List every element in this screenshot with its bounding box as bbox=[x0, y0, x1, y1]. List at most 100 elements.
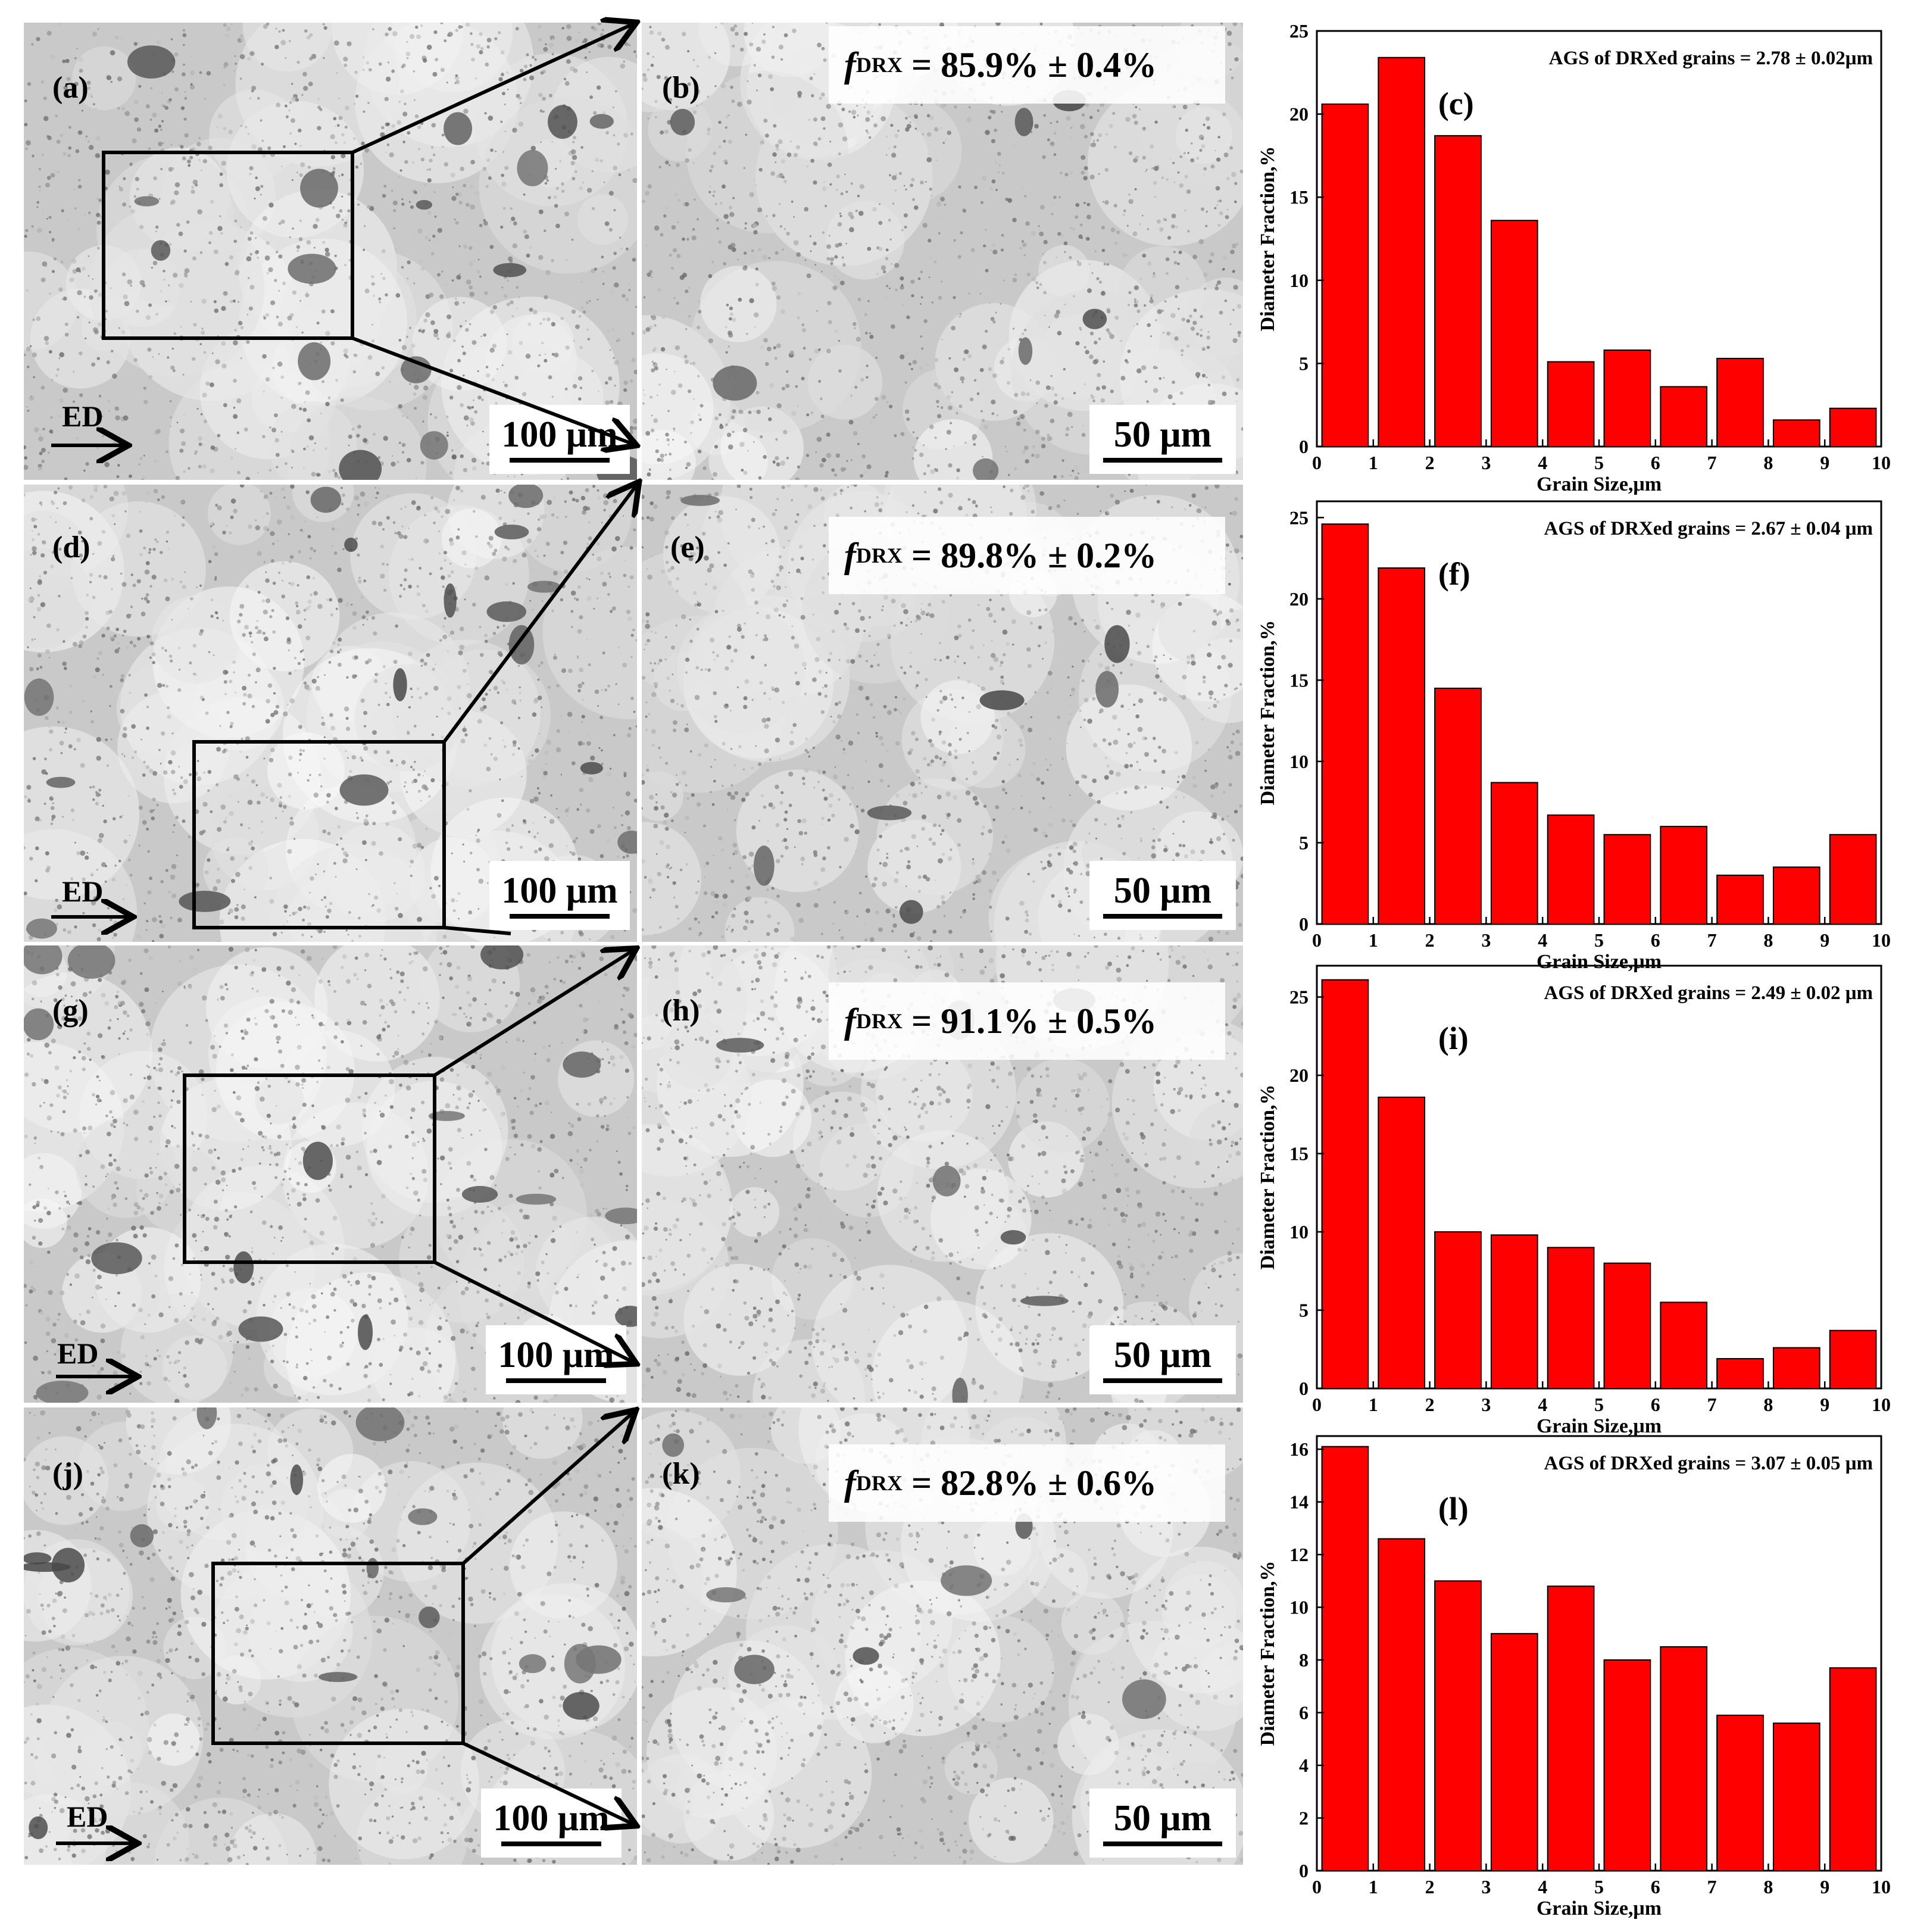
x-tick-label: 3 bbox=[1481, 1394, 1491, 1415]
histogram-bar bbox=[1830, 835, 1876, 924]
histogram-bar bbox=[1773, 867, 1820, 924]
x-tick-label: 1 bbox=[1369, 1394, 1378, 1415]
y-tick-label: 10 bbox=[1289, 1221, 1309, 1243]
y-axis-label: Diameter Fraction,% bbox=[1257, 620, 1279, 806]
fdrx-symbol: f bbox=[844, 535, 856, 576]
ed-label-j: ED bbox=[67, 1799, 108, 1834]
histogram-bar bbox=[1604, 1263, 1651, 1388]
y-axis-label: Diameter Fraction,% bbox=[1257, 146, 1279, 332]
x-tick-label: 0 bbox=[1312, 452, 1322, 473]
y-tick-label: 0 bbox=[1299, 1860, 1309, 1881]
chart-panel-label: (l) bbox=[1438, 1491, 1469, 1527]
histogram-bar bbox=[1604, 835, 1651, 924]
x-tick-label: 1 bbox=[1369, 929, 1378, 951]
y-tick-label: 25 bbox=[1289, 987, 1309, 1008]
histogram-bar bbox=[1491, 220, 1538, 447]
x-tick-label: 1 bbox=[1369, 1876, 1378, 1897]
y-tick-label: 5 bbox=[1299, 1300, 1309, 1321]
y-tick-label: 6 bbox=[1299, 1702, 1309, 1724]
x-tick-label: 2 bbox=[1425, 1876, 1435, 1897]
fdrx-value: = 82.8% ± 0.6% bbox=[911, 1463, 1157, 1504]
histogram-bar bbox=[1717, 358, 1763, 447]
y-tick-label: 20 bbox=[1289, 1065, 1309, 1086]
y-tick-label: 15 bbox=[1289, 186, 1309, 208]
scale-bar-label: 100 μm bbox=[501, 416, 617, 453]
fdrx-value: = 89.8% ± 0.2% bbox=[911, 535, 1157, 576]
y-axis-label: Diameter Fraction,% bbox=[1257, 1085, 1279, 1270]
scale-bar-label: 100 μm bbox=[498, 1337, 614, 1374]
x-tick-label: 10 bbox=[1872, 452, 1891, 473]
y-tick-label: 12 bbox=[1289, 1544, 1309, 1565]
histogram-bar bbox=[1830, 1331, 1876, 1388]
histogram-bar bbox=[1830, 1668, 1876, 1871]
x-tick-label: 5 bbox=[1594, 1394, 1604, 1415]
x-tick-label: 4 bbox=[1538, 1394, 1547, 1415]
y-axis-label: Diameter Fraction,% bbox=[1257, 1561, 1279, 1746]
x-tick-label: 3 bbox=[1481, 1876, 1491, 1897]
histogram-bar bbox=[1604, 350, 1651, 447]
x-tick-label: 2 bbox=[1425, 452, 1435, 473]
chart-panel-label: (c) bbox=[1438, 86, 1474, 121]
x-tick-label: 0 bbox=[1312, 1394, 1322, 1415]
histogram-bar bbox=[1322, 980, 1369, 1388]
histogram-bar bbox=[1322, 524, 1369, 924]
x-tick-label: 7 bbox=[1707, 1394, 1717, 1415]
histogram-bar bbox=[1491, 1634, 1538, 1871]
scale-bar-label: 50 μm bbox=[1114, 1800, 1211, 1837]
x-tick-label: 4 bbox=[1538, 452, 1547, 473]
histogram-bar bbox=[1378, 1539, 1425, 1871]
fdrx-subscript: DRX bbox=[856, 543, 903, 568]
x-axis-label: Grain Size,μm bbox=[1537, 473, 1662, 495]
y-tick-label: 8 bbox=[1299, 1649, 1309, 1671]
fdrx-subscript: DRX bbox=[856, 1009, 903, 1034]
y-tick-label: 20 bbox=[1289, 588, 1309, 610]
histogram-bar bbox=[1378, 568, 1425, 924]
histogram-bar bbox=[1773, 1348, 1820, 1388]
histogram-bar bbox=[1548, 815, 1594, 924]
x-tick-label: 3 bbox=[1481, 929, 1491, 951]
ags-annotation: AGS of DRXed grains = 2.49 ± 0.02 μm bbox=[1544, 982, 1873, 1004]
histogram-bar bbox=[1717, 875, 1763, 924]
histogram-bar bbox=[1378, 1097, 1425, 1388]
panel-label-a: (a) bbox=[52, 70, 89, 105]
x-tick-label: 6 bbox=[1651, 452, 1660, 473]
panel-label-j: (j) bbox=[52, 1456, 83, 1491]
x-tick-label: 9 bbox=[1820, 452, 1829, 473]
histogram-bar bbox=[1322, 104, 1369, 447]
histogram-bar bbox=[1773, 1723, 1820, 1871]
x-tick-label: 3 bbox=[1481, 452, 1491, 473]
histogram-bar bbox=[1660, 826, 1707, 924]
histogram-bar bbox=[1548, 1247, 1594, 1388]
y-tick-label: 5 bbox=[1299, 352, 1309, 374]
x-tick-label: 10 bbox=[1872, 1394, 1891, 1415]
ags-annotation: AGS of DRXed grains = 3.07 ± 0.05 μm bbox=[1544, 1453, 1873, 1474]
panel-label-e: (e) bbox=[670, 530, 705, 565]
histogram-bar bbox=[1660, 1647, 1707, 1871]
scale-bar-j: 100 μm bbox=[481, 1789, 622, 1858]
y-tick-label: 10 bbox=[1289, 270, 1309, 291]
y-tick-label: 16 bbox=[1289, 1438, 1309, 1460]
y-tick-label: 5 bbox=[1299, 832, 1309, 853]
y-tick-label: 15 bbox=[1289, 669, 1309, 691]
x-tick-label: 8 bbox=[1763, 1876, 1773, 1897]
x-tick-label: 7 bbox=[1707, 929, 1717, 951]
histogram-bar bbox=[1435, 1581, 1481, 1871]
x-tick-label: 4 bbox=[1538, 929, 1547, 951]
x-tick-label: 9 bbox=[1820, 1394, 1829, 1415]
x-tick-label: 10 bbox=[1872, 929, 1891, 951]
scale-bar-label: 50 μm bbox=[1114, 872, 1211, 909]
chart-panel-label: (i) bbox=[1438, 1020, 1469, 1056]
y-tick-label: 0 bbox=[1299, 1378, 1309, 1399]
x-tick-label: 9 bbox=[1820, 929, 1829, 951]
ed-label-d: ED bbox=[62, 874, 103, 909]
scale-bar-e: 50 μm bbox=[1089, 861, 1236, 930]
fdrx-subscript: DRX bbox=[856, 52, 903, 77]
y-tick-label: 2 bbox=[1299, 1808, 1309, 1829]
scale-bar-label: 100 μm bbox=[501, 872, 617, 909]
y-tick-label: 15 bbox=[1289, 1143, 1309, 1165]
x-tick-label: 7 bbox=[1707, 1876, 1717, 1897]
